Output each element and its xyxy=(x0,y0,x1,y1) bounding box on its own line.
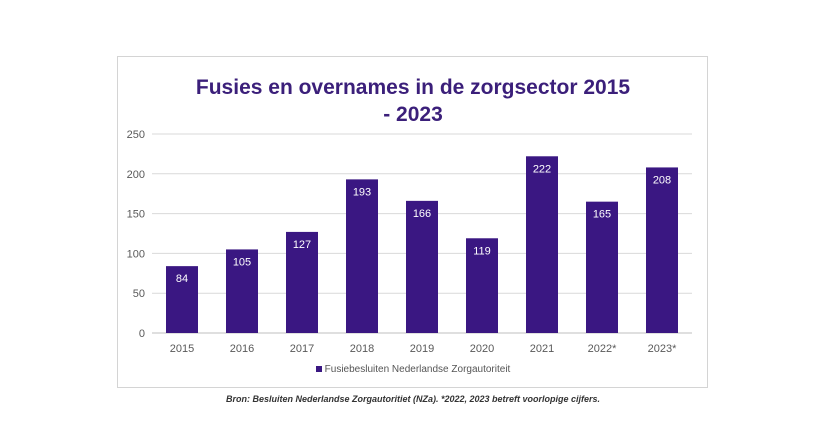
y-tick-label: 100 xyxy=(127,248,145,260)
x-tick-label: 2015 xyxy=(170,343,194,355)
y-tick-label: 0 xyxy=(139,328,145,340)
bar xyxy=(226,249,258,333)
data-label: 165 xyxy=(593,209,611,221)
x-tick-label: 2017 xyxy=(290,343,314,355)
legend: Fusiebesluiten Nederlandse Zorgautoritei… xyxy=(0,364,826,375)
bar xyxy=(286,231,318,333)
data-label: 193 xyxy=(353,186,371,198)
chart-title: Fusies en overnames in de zorgsector 201… xyxy=(150,74,676,128)
data-label: 127 xyxy=(293,239,311,251)
y-tick-label: 150 xyxy=(127,209,145,221)
bar xyxy=(526,156,558,333)
legend-label: Fusiebesluiten Nederlandse Zorgautoritei… xyxy=(324,364,511,375)
data-label: 105 xyxy=(233,256,251,268)
bar xyxy=(406,200,438,333)
data-label: 222 xyxy=(533,163,551,175)
bar xyxy=(346,179,378,333)
bar xyxy=(586,201,618,333)
x-tick-label: 2023* xyxy=(648,343,677,355)
y-tick-label: 50 xyxy=(133,288,145,300)
chart-title-line-2: - 2023 xyxy=(383,103,443,126)
source-note: Bron: Besluiten Nederlandse Zorgautoriti… xyxy=(225,394,601,404)
bar xyxy=(166,266,198,333)
data-label: 166 xyxy=(413,208,431,220)
legend-swatch xyxy=(315,366,322,373)
x-tick-label: 2019 xyxy=(410,343,434,355)
data-label: 84 xyxy=(176,273,188,285)
x-tick-label: 2022* xyxy=(588,343,617,355)
data-label: 119 xyxy=(473,245,491,257)
x-tick-label: 2018 xyxy=(350,343,374,355)
x-tick-label: 2021 xyxy=(530,343,554,355)
bar xyxy=(466,238,498,333)
x-tick-label: 2016 xyxy=(230,343,254,355)
chart-title-line-1: Fusies en overnames in de zorgsector 201… xyxy=(195,76,631,99)
data-label: 208 xyxy=(653,174,671,186)
bar xyxy=(646,167,678,333)
y-tick-label: 250 xyxy=(127,129,145,141)
x-tick-label: 2020 xyxy=(470,343,494,355)
y-tick-label: 200 xyxy=(127,169,145,181)
